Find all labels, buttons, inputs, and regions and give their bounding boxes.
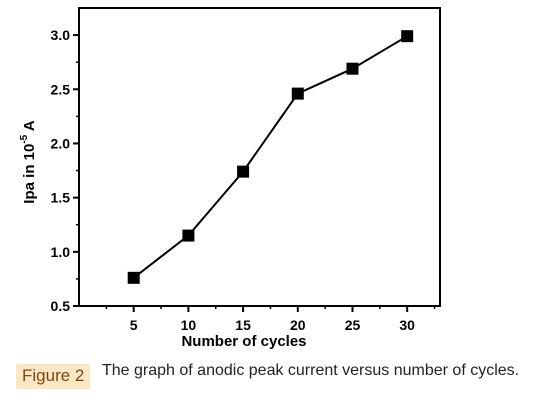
y-tick-label: 2.5 xyxy=(51,81,71,97)
y-tick-label: 0.5 xyxy=(51,298,71,314)
data-point xyxy=(182,229,195,242)
chart: 5 10 15 20 25 30 0.5 1.0 1.5 2.0 2.5 3.0 Number of … xyxy=(19,7,441,350)
x-tick-label: 30 xyxy=(399,317,415,333)
y-tick-label: 3.0 xyxy=(51,27,71,43)
y-axis-title-main: Ipa in 10 xyxy=(21,144,38,204)
data-point xyxy=(346,62,359,75)
series-line xyxy=(133,35,408,279)
data-point xyxy=(237,165,250,178)
x-tick-label: 25 xyxy=(345,317,361,333)
x-axis-title: Number of cycles xyxy=(181,333,306,350)
figure-label: Figure 2 xyxy=(16,364,91,389)
data-point xyxy=(401,30,414,43)
y-tick-label: 1.0 xyxy=(51,244,71,260)
plot-frame xyxy=(78,7,441,307)
y-tick-label: 2.0 xyxy=(51,135,71,151)
caption-text: The graph of anodic peak current versus … xyxy=(102,362,520,379)
data-point xyxy=(127,271,140,284)
data-point xyxy=(291,87,304,100)
x-tick-label: 10 xyxy=(181,317,197,333)
y-axis-title-unit: A xyxy=(21,120,38,135)
y-axis-title-exponent: -5 xyxy=(19,134,30,143)
figure-caption: Figure 2 The graph of anodic peak curren… xyxy=(8,360,542,404)
plot-area: 5 10 15 20 25 30 0.5 1.0 1.5 2.0 2.5 3.0 xyxy=(51,7,441,333)
y-tick-label: 1.5 xyxy=(51,190,71,206)
y-axis-title: Ipa in 10-5 A xyxy=(19,120,38,204)
x-tick-label: 15 xyxy=(235,317,251,333)
x-tick-label: 20 xyxy=(290,317,306,333)
x-tick-label: 5 xyxy=(130,317,138,333)
